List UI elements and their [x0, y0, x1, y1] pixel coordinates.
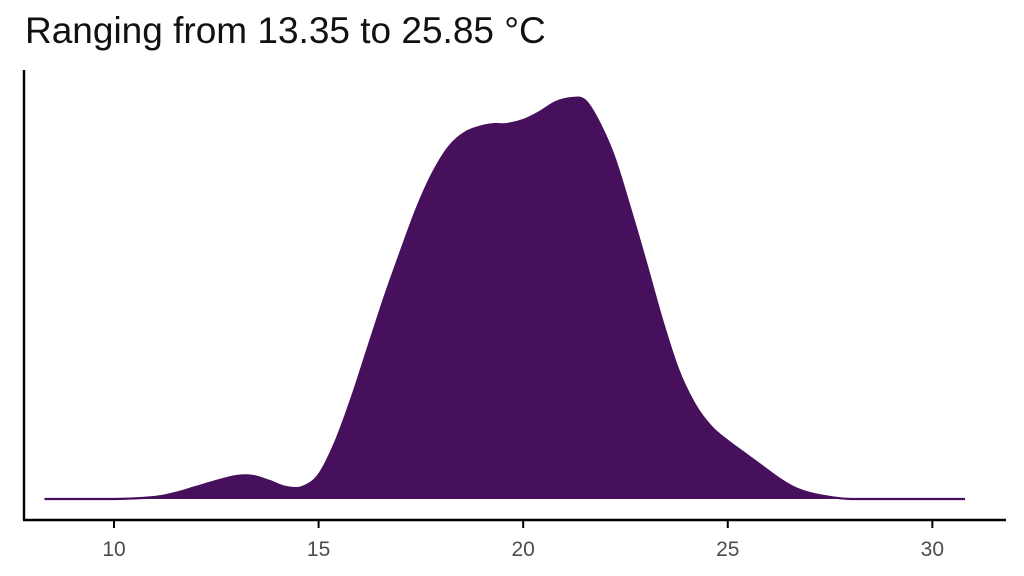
chart-title: Ranging from 13.35 to 25.85 °C [25, 10, 546, 51]
x-tick-label-20: 20 [512, 538, 535, 561]
x-tick-label-25: 25 [716, 538, 739, 561]
x-tick-label-10: 10 [102, 538, 125, 561]
x-tick-label-30: 30 [921, 538, 944, 561]
density-marks [44, 96, 966, 501]
density-outline-0 [44, 96, 966, 501]
x-tick-label-15: 15 [307, 538, 330, 561]
density-area-0 [44, 97, 966, 499]
x-axis-ticks: 10 15 20 25 30 [102, 520, 944, 561]
